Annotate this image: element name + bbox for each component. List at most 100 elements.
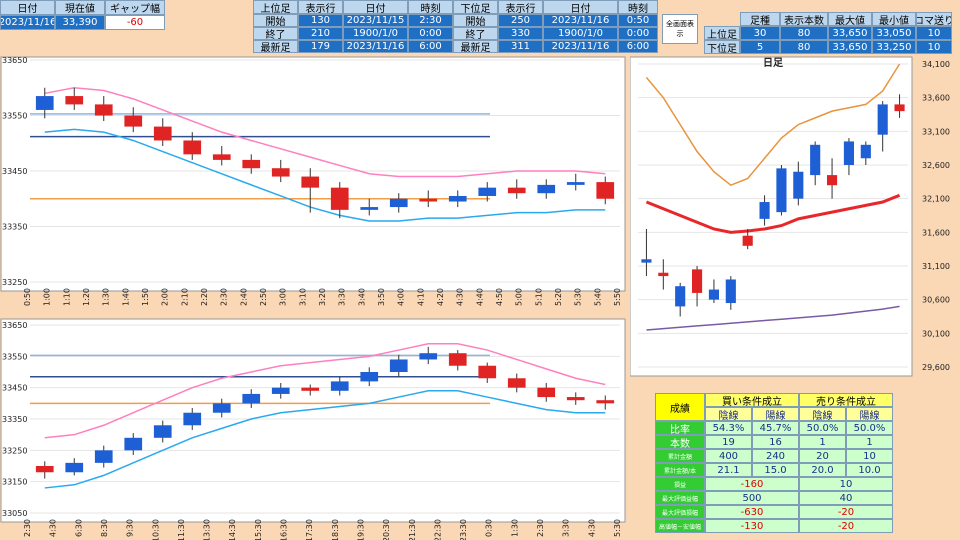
candle-body bbox=[330, 187, 349, 210]
x-tick-label: 5:40 bbox=[593, 288, 602, 306]
indicator-line bbox=[44, 343, 606, 439]
x-tick-label: 5:30 bbox=[613, 519, 622, 537]
row-label: 最大評価損幅 bbox=[655, 505, 705, 519]
header-cell: 表示本数 bbox=[780, 12, 828, 26]
candle-body bbox=[827, 175, 838, 186]
candle-body bbox=[537, 387, 556, 398]
candle-body bbox=[124, 437, 143, 451]
value-cell: -160 bbox=[705, 477, 799, 491]
candle-body bbox=[65, 96, 84, 105]
plot-background bbox=[0, 56, 626, 292]
value-cell: 10 bbox=[916, 26, 952, 40]
value-cell: 30 bbox=[740, 26, 780, 40]
value-cell: 33,050 bbox=[872, 26, 916, 40]
candle-body bbox=[675, 286, 686, 307]
value-cell: 16 bbox=[752, 435, 799, 449]
y-tick-label: 29,600 bbox=[922, 363, 950, 372]
candle-body bbox=[692, 269, 703, 293]
value-cell: 40 bbox=[799, 491, 893, 505]
candle-body bbox=[894, 104, 905, 112]
value-cell: 33,650 bbox=[828, 26, 872, 40]
x-tick-label: 2:10 bbox=[180, 288, 189, 306]
x-tick-label: 5:20 bbox=[554, 288, 563, 306]
candle-body bbox=[810, 144, 821, 176]
candle-body bbox=[596, 400, 615, 404]
candle-body bbox=[94, 450, 113, 463]
value-cell: 240 bbox=[752, 449, 799, 463]
candle-body bbox=[212, 154, 231, 160]
header-cell: 日付 bbox=[343, 0, 408, 14]
candle-body bbox=[776, 168, 787, 213]
value-cell: 2023/11/16 bbox=[543, 14, 618, 27]
x-tick-label: 1:50 bbox=[141, 288, 150, 306]
y-tick-label: 33,600 bbox=[922, 94, 950, 103]
x-tick-label: 2:00 bbox=[161, 288, 170, 306]
x-tick-label: 2:20 bbox=[200, 288, 209, 306]
sub-header: 陰線 bbox=[705, 407, 752, 421]
x-tick-label: 3:30 bbox=[562, 519, 571, 537]
candle-body bbox=[360, 207, 379, 210]
candle-body bbox=[35, 466, 54, 473]
candle-body bbox=[212, 403, 231, 413]
value-cell: 15.0 bbox=[752, 463, 799, 477]
group-header: 売り条件成立 bbox=[799, 393, 893, 407]
y-tick-label: 30,600 bbox=[922, 296, 950, 305]
x-tick-label: 5:00 bbox=[515, 288, 524, 306]
header-cell: 時刻 bbox=[618, 0, 658, 14]
x-tick-label: 3:00 bbox=[279, 288, 288, 306]
row-label: 最大評価益幅 bbox=[655, 491, 705, 505]
fullscreen-button[interactable]: 全画面表示 bbox=[662, 14, 698, 44]
indicator-line bbox=[645, 193, 901, 234]
value-cell: 0:00 bbox=[408, 27, 453, 40]
value-cell: 130 bbox=[298, 14, 343, 27]
y-tick-label: 33650 bbox=[2, 321, 27, 330]
plot-background bbox=[0, 318, 626, 523]
x-tick-label: 4:30 bbox=[49, 519, 58, 537]
daily-chart: 34,100 33,600 33,100 32,600 32,100 31,600 31,1… bbox=[630, 56, 950, 377]
y-tick-label: 31,600 bbox=[922, 228, 950, 237]
value-cell: 330 bbox=[498, 27, 543, 40]
y-tick-label: 33150 bbox=[2, 478, 27, 487]
value-cell: 1 bbox=[846, 435, 893, 449]
value-cell: 50.0% bbox=[846, 421, 893, 435]
candle-body bbox=[389, 359, 408, 372]
candle-body bbox=[478, 365, 497, 379]
header-cell: 下位足 bbox=[453, 0, 498, 14]
value-cell: 10 bbox=[846, 449, 893, 463]
x-tick-label: 13:30 bbox=[203, 519, 212, 540]
y-tick-label: 30,100 bbox=[922, 329, 950, 338]
value-cell: 2023/11/15 bbox=[343, 14, 408, 27]
indicator-line bbox=[646, 305, 900, 331]
value-cell: 33,650 bbox=[828, 40, 872, 54]
x-tick-label: 2:40 bbox=[239, 288, 248, 306]
y-tick-label: 31,100 bbox=[922, 262, 950, 271]
x-tick-label: 5:10 bbox=[534, 288, 543, 306]
x-tick-label: 2:30 bbox=[536, 519, 545, 537]
y-tick-label: 33050 bbox=[2, 509, 27, 518]
candle-body bbox=[183, 412, 202, 426]
header-cell: 時刻 bbox=[408, 0, 453, 14]
y-tick-label: 33250 bbox=[2, 446, 27, 455]
indicator-line bbox=[44, 128, 606, 222]
row-label: 高値幅－安値幅 bbox=[655, 519, 705, 533]
y-tick-label: 33,100 bbox=[922, 127, 950, 136]
x-tick-label: 4:40 bbox=[475, 288, 484, 306]
header-cell: ギャップ幅 bbox=[105, 0, 165, 15]
value-cell: -20 bbox=[799, 519, 893, 533]
candle-body bbox=[759, 202, 770, 219]
x-tick-label: 15:30 bbox=[254, 519, 263, 540]
header-cell: 日付 bbox=[0, 0, 55, 15]
value-cell: 80 bbox=[780, 40, 828, 54]
candle-body bbox=[507, 378, 526, 388]
value-cell: 250 bbox=[498, 14, 543, 27]
value-cell: 33,390 bbox=[55, 15, 105, 30]
candle-body bbox=[124, 115, 143, 127]
x-tick-label: 5:30 bbox=[574, 288, 583, 306]
value-cell: 1900/1/0 bbox=[343, 27, 408, 40]
value-cell: 2023/11/16 bbox=[543, 40, 618, 53]
value-cell: 0:50 bbox=[618, 14, 658, 27]
x-tick-label: 4:10 bbox=[416, 288, 425, 306]
x-tick-label: 17:30 bbox=[305, 519, 314, 540]
